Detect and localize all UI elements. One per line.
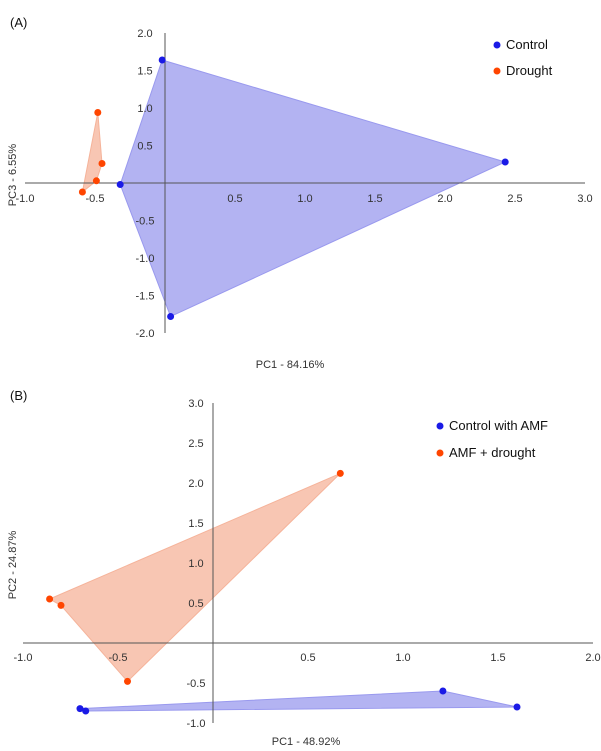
panel-b-x-tick-label: 2.0 (585, 652, 600, 664)
panel-b-point-series-0 (439, 687, 447, 695)
panel-b-x-axis-title: PC1 - 48.92% (272, 736, 341, 748)
panel-b-hull-series-1 (48, 472, 341, 683)
panel-a-legend: Control Drought (493, 37, 553, 78)
panel-b-x-tick-label: -0.5 (109, 652, 128, 664)
panel-a-y-tick-label: -2.0 (136, 328, 155, 340)
panel-a: (A) -1.0 -0.5 0.5 1.0 1.5 2.0 2.5 3.0 2.0 1.5 1.0… (7, 15, 593, 371)
panel-b-y-tick-label: -1.0 (187, 718, 206, 730)
legend-marker-amf-drought (436, 449, 444, 457)
panel-b-y-tick-label: 3.0 (188, 398, 203, 410)
panel-a-y-tick-label: -1.5 (136, 291, 155, 303)
panel-b: (B) -1.0 -0.5 0.5 1.0 1.5 2.0 3.0 2.5 2.0 1.5 1.0… (7, 388, 601, 748)
panel-b-x-tick-label: 1.5 (490, 652, 505, 664)
legend-marker-control (493, 41, 501, 49)
panel-a-x-tick-label: -0.5 (86, 193, 105, 205)
panel-a-x-tick-label: 1.0 (297, 193, 312, 205)
panel-a-y-tick-label: 1.5 (137, 66, 152, 78)
panel-a-x-tick-label: 3.0 (577, 193, 592, 205)
panel-a-y-tick-label: 2.0 (137, 28, 152, 40)
panel-b-y-axis-title: PC2 - 24.87% (7, 531, 19, 600)
panel-b-x-tick-label: -1.0 (14, 652, 33, 664)
panel-b-y-tick-label: 1.5 (188, 518, 203, 530)
panel-b-y-tick-label: 0.5 (188, 598, 203, 610)
panel-b-x-tick-label: 1.0 (395, 652, 410, 664)
panel-b-label: (B) (10, 388, 27, 403)
panel-a-point-series-1 (92, 177, 100, 185)
panel-a-y-tick-label: 0.5 (137, 141, 152, 153)
panel-a-point-series-0 (158, 56, 166, 64)
panel-a-y-tick-label: -0.5 (136, 216, 155, 228)
panel-a-y-axis-title: PC3 - 6.55% (7, 144, 19, 207)
panel-a-label: (A) (10, 15, 27, 30)
panel-a-point-series-0 (116, 181, 124, 188)
legend-label-amf-drought: AMF + drought (449, 445, 536, 460)
panel-a-x-tick-label: 0.5 (227, 193, 242, 205)
panel-a-point-series-0 (167, 313, 175, 320)
panel-b-y-tick-label: 2.0 (188, 478, 203, 490)
panel-a-y-tick-label: -1.0 (136, 253, 155, 265)
panel-a-point-series-1 (98, 160, 106, 167)
panel-b-point-series-0 (82, 707, 90, 715)
panel-a-x-tick-label: 2.0 (437, 193, 452, 205)
panel-a-y-tick-label: 1.0 (137, 103, 152, 115)
panel-b-y-tick-label: 2.5 (188, 438, 203, 450)
panel-a-x-tick-label: 2.5 (507, 193, 522, 205)
panel-b-hull-series-0 (79, 690, 518, 712)
panel-a-point-series-0 (501, 158, 509, 166)
legend-marker-drought (493, 67, 501, 75)
panel-b-point-series-1 (336, 469, 344, 477)
panel-a-point-series-1 (78, 188, 86, 196)
panel-b-y-tick-label: -0.5 (187, 678, 206, 690)
panel-b-x-tick-label: 0.5 (300, 652, 315, 664)
panel-b-point-series-0 (76, 705, 84, 713)
panel-a-x-tick-label: -1.0 (16, 193, 35, 205)
panel-a-x-axis-title: PC1 - 84.16% (256, 359, 325, 371)
panel-b-point-series-1 (124, 677, 131, 685)
legend-label-control: Control (506, 37, 548, 52)
legend-label-control-with-amf: Control with AMF (449, 418, 548, 433)
panel-b-y-tick-label: 1.0 (188, 558, 203, 570)
legend-marker-control-with-amf (436, 422, 444, 430)
panel-b-point-series-0 (513, 703, 521, 711)
panel-a-hull-series-0 (119, 59, 507, 318)
panel-b-legend: Control with AMF AMF + drought (436, 418, 548, 460)
panel-a-point-series-1 (94, 109, 102, 116)
legend-label-drought: Drought (506, 63, 553, 78)
panel-b-point-series-1 (57, 601, 65, 609)
panel-b-point-series-1 (46, 595, 54, 603)
panel-a-x-tick-label: 1.5 (367, 193, 382, 205)
